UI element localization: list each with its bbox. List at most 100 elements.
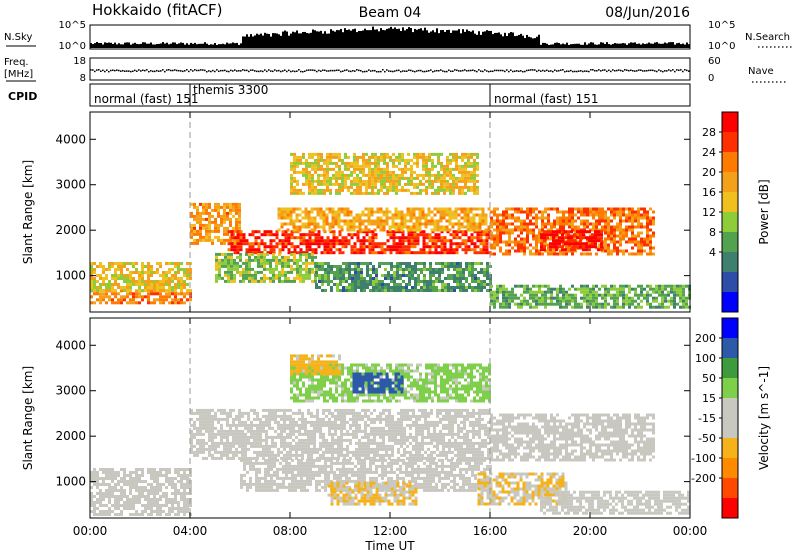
- heatmap-cell: [150, 498, 153, 501]
- heatmap-cell: [398, 158, 401, 162]
- heatmap-cell: [135, 486, 138, 489]
- heatmap-cell: [508, 293, 511, 297]
- heatmap-cell: [595, 225, 598, 229]
- heatmap-cell: [351, 277, 354, 280]
- colorbar-tick-label: 24: [702, 146, 716, 159]
- heatmap-cell: [396, 268, 399, 271]
- heatmap-cell: [356, 248, 360, 252]
- heatmap-cell: [443, 167, 446, 171]
- heatmap-cell: [332, 251, 336, 255]
- nsky-bar: [262, 35, 264, 48]
- heatmap-cell: [326, 182, 329, 186]
- nsky-bar: [258, 34, 260, 48]
- heatmap-cell: [177, 286, 180, 289]
- heatmap-cell: [425, 191, 428, 195]
- heatmap-cell: [144, 495, 147, 498]
- heatmap-cell: [550, 287, 553, 291]
- heatmap-cell: [208, 226, 211, 230]
- heatmap-cell: [546, 230, 549, 234]
- heatmap-cell: [90, 510, 93, 513]
- heatmap-cell: [470, 236, 474, 240]
- heatmap-cell: [363, 286, 366, 289]
- heatmap-cell: [595, 252, 598, 256]
- nsky-bar: [532, 38, 534, 48]
- heatmap-cell: [156, 271, 159, 274]
- heatmap-cell: [165, 474, 168, 477]
- nsky-bar: [576, 43, 578, 48]
- heatmap-cell: [357, 274, 360, 277]
- heatmap-cell: [344, 185, 347, 189]
- heatmap-cell: [186, 298, 189, 302]
- heatmap-cell: [254, 251, 258, 255]
- heatmap-cell: [378, 289, 381, 292]
- heatmap-cell: [144, 271, 147, 274]
- heatmap-cell: [634, 293, 637, 297]
- heatmap-cell: [326, 176, 329, 180]
- heatmap-cell: [526, 290, 529, 294]
- heatmap-cell: [105, 286, 108, 289]
- heatmap-cell: [601, 225, 604, 229]
- heatmap-cell: [449, 185, 452, 189]
- heatmap-cell: [329, 239, 333, 243]
- heatmap-cell: [433, 222, 437, 226]
- heatmap-cell: [275, 236, 279, 240]
- heatmap-cell: [242, 239, 246, 243]
- heatmap-cell: [464, 179, 467, 183]
- heatmap-cell: [391, 213, 395, 217]
- heatmap-cell: [610, 293, 613, 297]
- freq-point: [306, 69, 308, 72]
- heatmap-cell: [622, 234, 625, 238]
- heatmap-cell: [422, 176, 425, 180]
- heatmap-cell: [345, 289, 348, 292]
- heatmap-cell: [138, 501, 141, 504]
- nsky-bar: [398, 28, 400, 48]
- heatmap-cell: [114, 504, 117, 507]
- heatmap-cell: [616, 228, 619, 232]
- heatmap-cell: [239, 245, 243, 249]
- heatmap-cell: [368, 155, 371, 159]
- heatmap-cell: [565, 246, 568, 250]
- heatmap-cell: [401, 233, 405, 237]
- heatmap-cell: [402, 274, 405, 277]
- heatmap-cell: [211, 241, 214, 245]
- heatmap-cell: [239, 248, 243, 252]
- heatmap-cell: [460, 207, 464, 211]
- heatmap-cell: [341, 188, 344, 192]
- heatmap-cell: [462, 271, 465, 274]
- heatmap-cell: [398, 161, 401, 165]
- heatmap-cell: [117, 265, 120, 268]
- freq-point: [442, 70, 444, 72]
- heatmap-cell: [286, 228, 290, 232]
- heatmap-cell: [619, 249, 622, 253]
- nsky-bar: [682, 43, 684, 48]
- heatmap-cell: [454, 213, 458, 217]
- heatmap-cell: [257, 270, 260, 274]
- heatmap-cell: [224, 261, 227, 265]
- heatmap-cell: [490, 246, 493, 250]
- heatmap-cell: [370, 222, 374, 226]
- heatmap-cell: [502, 222, 505, 226]
- freq-point: [246, 69, 248, 72]
- heatmap-cell: [529, 302, 532, 306]
- heatmap-cell: [215, 255, 218, 259]
- heatmap-cell: [511, 299, 514, 303]
- heatmap-cell: [177, 489, 180, 492]
- heatmap-cell: [96, 513, 99, 516]
- freq-point: [252, 69, 254, 71]
- nsky-bar: [164, 43, 166, 48]
- heatmap-cell: [456, 271, 459, 274]
- nsky-bar: [594, 44, 596, 48]
- nsky-bar: [526, 34, 528, 48]
- heatmap-cell: [326, 158, 329, 162]
- heatmap-cell: [378, 265, 381, 268]
- heatmap-cell: [465, 277, 468, 280]
- heatmap-cell: [369, 289, 372, 292]
- heatmap-cell: [338, 248, 342, 252]
- heatmap-cell: [186, 501, 189, 504]
- heatmap-cell: [538, 290, 541, 294]
- heatmap-cell: [356, 230, 360, 234]
- heatmap-cell: [643, 293, 646, 297]
- freq-point: [512, 70, 514, 73]
- heatmap-cell: [257, 251, 261, 255]
- heatmap-cell: [640, 305, 643, 309]
